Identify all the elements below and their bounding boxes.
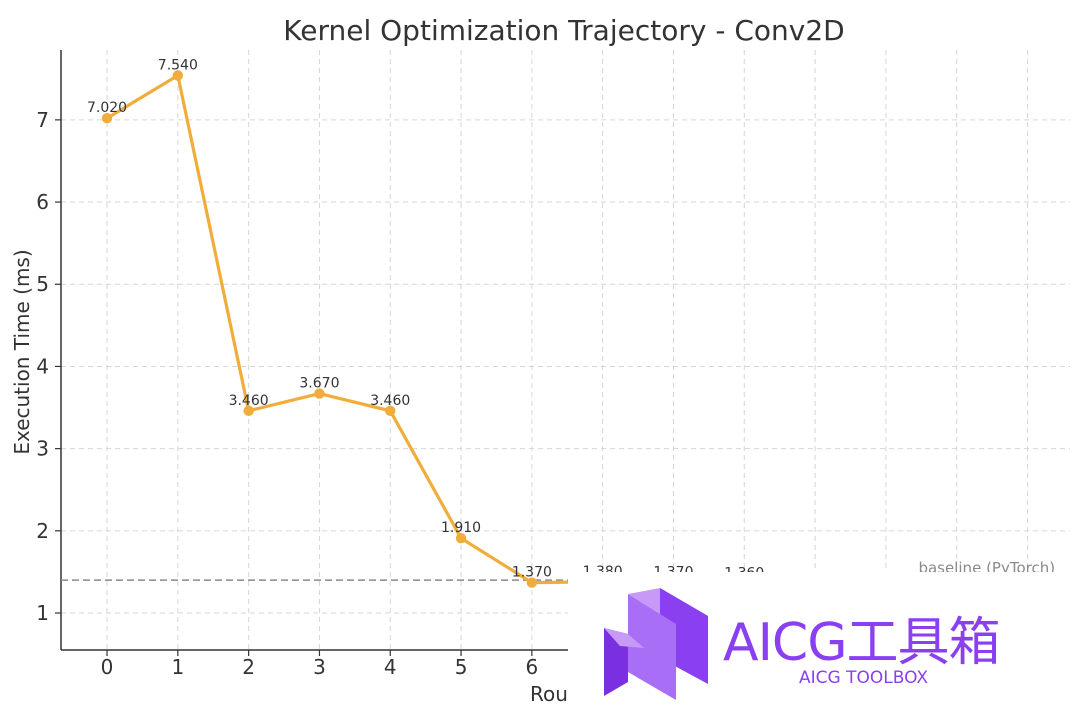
data-label: 3.460	[229, 393, 269, 409]
x-tick-label: 3	[313, 655, 326, 679]
data-point	[526, 577, 538, 588]
y-tick-label: 7	[36, 108, 49, 132]
x-tick-label: 1	[171, 655, 184, 679]
y-axis-label: Execution Time (ms)	[10, 249, 34, 454]
data-label: 7.020	[87, 100, 127, 116]
x-tick-label: 2	[242, 655, 255, 679]
x-tick-label: 0	[101, 655, 114, 679]
y-tick-label: 3	[36, 437, 49, 461]
data-label: 1.370	[512, 565, 552, 581]
data-label: 1.910	[441, 520, 481, 536]
watermark: AICG工具箱 AICG TOOLBOX	[568, 572, 1080, 709]
series-line	[106, 73, 745, 586]
y-tick-label: 1	[36, 601, 49, 625]
x-tick-label: 4	[384, 655, 397, 679]
data-point	[314, 388, 325, 399]
x-tick-label: 6	[525, 655, 538, 679]
data-point	[243, 405, 254, 417]
series-execution-time	[101, 70, 750, 589]
watermark-text: AICG工具箱	[723, 613, 1001, 673]
data-label: 3.460	[370, 393, 410, 409]
data-labels: 7.0207.5403.4603.6703.4601.9101.3701.380…	[87, 57, 764, 581]
data-point	[385, 405, 396, 417]
watermark-subtext: AICG TOOLBOX	[799, 668, 929, 688]
data-label: 7.540	[158, 57, 198, 73]
aicg-logo-icon	[604, 588, 708, 700]
data-point	[455, 533, 467, 544]
y-tick-label: 6	[36, 190, 49, 214]
y-tick-label: 4	[36, 354, 49, 378]
grid	[61, 50, 1070, 650]
ticks: 0 1 2 3 4 5 6 1 2 3 4 5 6 7	[36, 108, 538, 679]
y-tick-label: 5	[36, 272, 49, 296]
x-axis-label: Rou	[530, 682, 568, 706]
chart-title: Kernel Optimization Trajectory - Conv2D	[283, 14, 844, 47]
data-label: 3.670	[299, 376, 339, 392]
data-point	[101, 113, 113, 124]
x-tick-label: 5	[455, 655, 468, 679]
data-point	[172, 70, 184, 81]
y-tick-label: 2	[36, 519, 49, 543]
